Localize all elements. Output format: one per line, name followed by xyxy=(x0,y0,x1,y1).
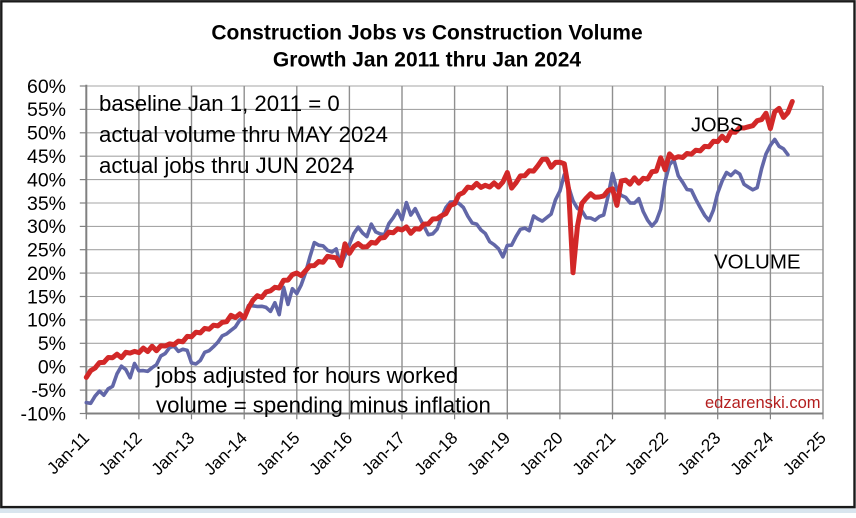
svg-text:Growth Jan 2011 thru Jan 2024: Growth Jan 2011 thru Jan 2024 xyxy=(273,49,581,72)
svg-text:45%: 45% xyxy=(27,146,66,168)
svg-text:50%: 50% xyxy=(27,123,66,145)
svg-text:30%: 30% xyxy=(27,216,66,238)
svg-text:0%: 0% xyxy=(38,357,66,379)
svg-text:edzarenski.com: edzarenski.com xyxy=(705,394,821,412)
svg-text:55%: 55% xyxy=(27,99,66,121)
svg-text:volume = spending minus inflat: volume = spending minus inflation xyxy=(156,393,491,418)
svg-text:10%: 10% xyxy=(27,310,66,332)
svg-text:JOBS: JOBS xyxy=(691,115,743,137)
svg-text:35%: 35% xyxy=(27,193,66,215)
svg-text:jobs adjusted for hours worked: jobs adjusted for hours worked xyxy=(155,363,458,388)
svg-text:25%: 25% xyxy=(27,240,66,262)
svg-text:VOLUME: VOLUME xyxy=(714,251,801,274)
svg-text:60%: 60% xyxy=(27,76,66,98)
svg-text:-10%: -10% xyxy=(20,403,66,425)
svg-text:actual jobs thru JUN 2024: actual jobs thru JUN 2024 xyxy=(99,153,354,178)
svg-text:15%: 15% xyxy=(27,286,66,308)
svg-text:5%: 5% xyxy=(38,333,66,355)
svg-text:40%: 40% xyxy=(27,169,66,191)
svg-text:-5%: -5% xyxy=(31,380,66,402)
svg-text:20%: 20% xyxy=(27,263,66,285)
svg-text:actual volume thru MAY 2024: actual volume thru MAY 2024 xyxy=(99,122,388,147)
svg-text:Construction Jobs vs Construct: Construction Jobs vs Construction Volume xyxy=(211,22,642,45)
svg-text:baseline Jan 1, 2011 = 0: baseline Jan 1, 2011 = 0 xyxy=(99,91,340,116)
